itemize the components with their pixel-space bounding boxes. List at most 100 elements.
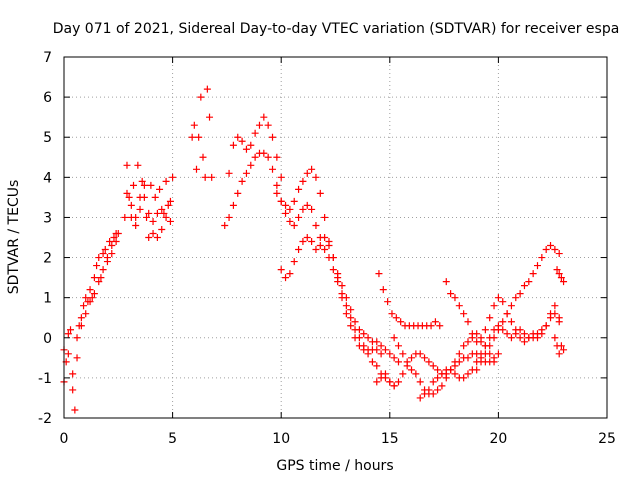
data-point: [494, 350, 502, 358]
data-point: [451, 358, 459, 366]
data-point: [381, 370, 389, 378]
data-point: [73, 334, 81, 342]
data-point: [377, 342, 385, 350]
data-point: [312, 246, 320, 254]
data-point: [555, 270, 563, 278]
data-point: [464, 370, 472, 378]
data-point: [251, 129, 259, 137]
data-point: [427, 322, 435, 330]
data-point: [351, 326, 359, 334]
data-point: [388, 310, 396, 318]
data-point: [145, 209, 153, 217]
data-point: [347, 314, 355, 322]
data-point: [225, 169, 233, 177]
data-point: [199, 153, 207, 161]
data-point: [260, 113, 268, 121]
data-point: [529, 330, 537, 338]
data-point: [447, 366, 455, 374]
data-point: [264, 121, 272, 129]
data-point: [408, 366, 416, 374]
data-point: [381, 346, 389, 354]
series-arc-10: [553, 266, 568, 286]
data-point: [499, 318, 507, 326]
data-point: [503, 310, 511, 318]
data-point: [99, 250, 107, 258]
data-point: [442, 374, 450, 382]
data-point: [560, 346, 568, 354]
series-arc-1b: [60, 238, 120, 378]
data-point: [136, 205, 144, 213]
data-point: [520, 330, 528, 338]
data-point: [138, 177, 146, 185]
data-point: [468, 330, 476, 338]
series-arc-4: [221, 149, 385, 358]
data-point: [125, 193, 133, 201]
data-point: [134, 161, 142, 169]
data-point: [90, 290, 98, 298]
data-point: [555, 350, 563, 358]
data-point: [238, 177, 246, 185]
data-point: [403, 358, 411, 366]
data-point: [290, 258, 298, 266]
data-point: [525, 334, 533, 342]
series-arc-2: [121, 161, 177, 241]
data-point: [203, 85, 211, 93]
data-point: [516, 290, 524, 298]
data-point: [195, 133, 203, 141]
data-point: [538, 254, 546, 262]
y-tick-label: 0: [43, 331, 52, 347]
data-point: [93, 262, 101, 270]
data-point: [316, 189, 324, 197]
data-point: [108, 250, 116, 258]
data-point: [464, 338, 472, 346]
data-point: [431, 318, 439, 326]
data-point: [421, 354, 429, 362]
data-point: [77, 314, 85, 322]
data-point: [494, 294, 502, 302]
data-point: [108, 242, 116, 250]
data-point: [67, 326, 75, 334]
data-point: [130, 181, 138, 189]
data-point: [494, 326, 502, 334]
data-point: [158, 225, 166, 233]
data-point: [164, 201, 172, 209]
data-point: [477, 338, 485, 346]
data-point: [80, 302, 88, 310]
data-point: [90, 274, 98, 282]
data-point: [123, 189, 131, 197]
data-point: [375, 270, 383, 278]
data-point: [299, 177, 307, 185]
data-point: [69, 370, 77, 378]
y-tick-label: 7: [43, 50, 52, 66]
data-point: [394, 378, 402, 386]
data-point: [282, 201, 290, 209]
data-point: [507, 318, 515, 326]
data-point: [560, 278, 568, 286]
data-point: [166, 197, 174, 205]
data-point: [299, 205, 307, 213]
data-point: [286, 205, 294, 213]
data-point: [160, 209, 168, 217]
data-point: [394, 342, 402, 350]
data-point: [516, 334, 524, 342]
data-point: [434, 366, 442, 374]
data-point: [277, 173, 285, 181]
data-point: [447, 290, 455, 298]
data-point: [486, 342, 494, 350]
data-point: [325, 242, 333, 250]
y-tick-label: 6: [43, 90, 52, 106]
data-point: [390, 382, 398, 390]
data-point: [251, 153, 259, 161]
data-point: [312, 173, 320, 181]
data-point: [451, 370, 459, 378]
data-point: [520, 282, 528, 290]
data-point: [425, 386, 433, 394]
data-point: [229, 141, 237, 149]
data-point: [334, 278, 342, 286]
data-point: [512, 294, 520, 302]
data-point: [399, 350, 407, 358]
data-point: [351, 318, 359, 326]
data-point: [295, 246, 303, 254]
data-point: [547, 310, 555, 318]
data-point: [460, 374, 468, 382]
